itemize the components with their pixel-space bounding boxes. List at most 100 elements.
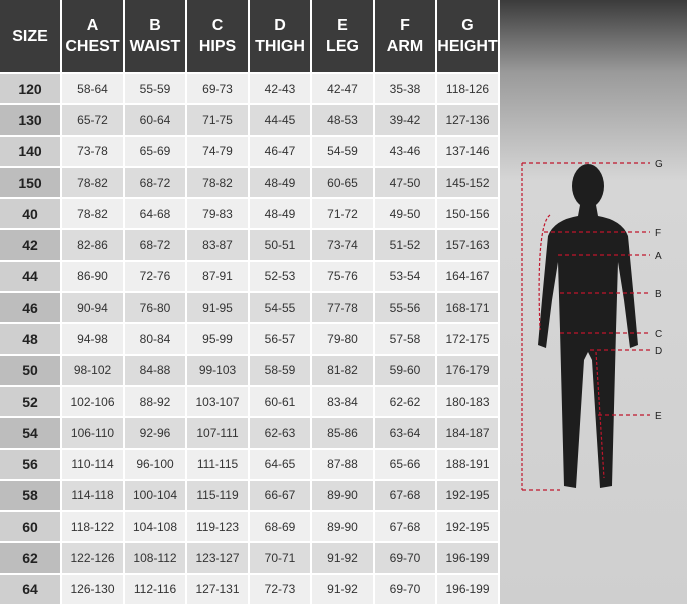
data-cell: 69-73 [187, 72, 250, 104]
data-cell: 87-88 [312, 447, 375, 479]
data-cell: 176-179 [437, 353, 500, 385]
data-cell: 89-90 [312, 478, 375, 511]
data-cell: 73-78 [62, 134, 125, 166]
size-cell: 140 [0, 134, 62, 166]
data-cell: 88-92 [125, 384, 187, 417]
data-cell: 180-183 [437, 384, 500, 417]
header-cell: C HIPS [187, 0, 250, 72]
header-text: E [337, 17, 348, 34]
data-cell: 164-167 [437, 259, 500, 292]
data-cell: 68-72 [125, 165, 187, 198]
data-cell: 64-68 [125, 197, 187, 229]
data-cell: 115-119 [187, 478, 250, 511]
figure-label: B [655, 289, 662, 300]
data-cell: 94-98 [62, 322, 125, 354]
data-cell: 39-42 [375, 103, 437, 135]
data-cell: 42-47 [312, 72, 375, 104]
header-cell: SIZE [0, 0, 62, 72]
header-text: F [400, 17, 410, 34]
data-cell: 127-136 [437, 103, 500, 135]
size-cell: 52 [0, 384, 62, 417]
data-cell: 112-116 [125, 572, 187, 604]
data-cell: 54-59 [312, 134, 375, 166]
data-cell: 60-65 [312, 165, 375, 198]
data-cell: 100-104 [125, 478, 187, 511]
data-cell: 107-111 [187, 416, 250, 448]
header-text: LEG [326, 38, 359, 55]
figure-label: C [655, 329, 662, 340]
data-cell: 75-76 [312, 259, 375, 292]
data-cell: 103-107 [187, 384, 250, 417]
data-cell: 72-76 [125, 259, 187, 292]
data-cell: 122-126 [62, 541, 125, 573]
data-cell: 80-84 [125, 322, 187, 354]
data-cell: 68-69 [250, 510, 312, 542]
data-cell: 78-82 [187, 165, 250, 198]
data-cell: 65-69 [125, 134, 187, 166]
data-cell: 83-84 [312, 384, 375, 417]
size-cell: 58 [0, 478, 62, 511]
data-cell: 114-118 [62, 478, 125, 511]
data-cell: 118-126 [437, 72, 500, 104]
header-text: THIGH [255, 38, 305, 55]
data-cell: 96-100 [125, 447, 187, 479]
data-cell: 42-43 [250, 72, 312, 104]
data-cell: 48-53 [312, 103, 375, 135]
data-cell: 67-68 [375, 510, 437, 542]
header-text: C [211, 17, 224, 34]
data-cell: 60-61 [250, 384, 312, 417]
data-cell: 123-127 [187, 541, 250, 573]
figure-label: G [655, 159, 663, 170]
data-cell: 91-95 [187, 291, 250, 323]
data-cell: 43-46 [375, 134, 437, 166]
data-cell: 60-64 [125, 103, 187, 135]
data-cell: 98-102 [62, 353, 125, 385]
data-cell: 84-88 [125, 353, 187, 385]
data-cell: 110-114 [62, 447, 125, 479]
header-text: D [274, 17, 286, 34]
data-cell: 69-70 [375, 572, 437, 604]
data-cell: 69-70 [375, 541, 437, 573]
header-text: A [86, 17, 99, 34]
data-cell: 53-54 [375, 259, 437, 292]
size-cell: 48 [0, 322, 62, 354]
header-text: CHEST [65, 38, 120, 55]
silhouette [538, 164, 638, 488]
measure-lines [521, 162, 650, 491]
header-text: B [149, 17, 161, 34]
data-cell: 59-60 [375, 353, 437, 385]
data-cell: 78-82 [62, 165, 125, 198]
figure: G F A B CD E [500, 0, 687, 604]
header-text: WAIST [129, 38, 181, 55]
data-cell: 79-83 [187, 197, 250, 229]
size-cell: 46 [0, 291, 62, 323]
data-cell: 55-59 [125, 72, 187, 104]
data-cell: 111-115 [187, 447, 250, 479]
data-cell: 49-50 [375, 197, 437, 229]
header-text: SIZE [12, 27, 48, 45]
data-cell: 44-45 [250, 103, 312, 135]
data-cell: 56-57 [250, 322, 312, 354]
size-cell: 64 [0, 572, 62, 604]
size-cell: 40 [0, 197, 62, 229]
data-cell: 92-96 [125, 416, 187, 448]
data-cell: 58-64 [62, 72, 125, 104]
header-cell: E LEG [312, 0, 375, 72]
data-cell: 78-82 [62, 197, 125, 229]
data-cell: 50-51 [250, 228, 312, 260]
data-cell: 63-64 [375, 416, 437, 448]
data-cell: 192-195 [437, 510, 500, 542]
size-cell: 62 [0, 541, 62, 573]
data-cell: 196-199 [437, 541, 500, 573]
size-cell: 42 [0, 228, 62, 260]
data-cell: 150-156 [437, 197, 500, 229]
data-cell: 91-92 [312, 572, 375, 604]
data-cell: 137-146 [437, 134, 500, 166]
data-cell: 184-187 [437, 416, 500, 448]
data-cell: 188-191 [437, 447, 500, 479]
data-cell: 65-72 [62, 103, 125, 135]
data-cell: 65-66 [375, 447, 437, 479]
data-cell: 85-86 [312, 416, 375, 448]
data-cell: 99-103 [187, 353, 250, 385]
